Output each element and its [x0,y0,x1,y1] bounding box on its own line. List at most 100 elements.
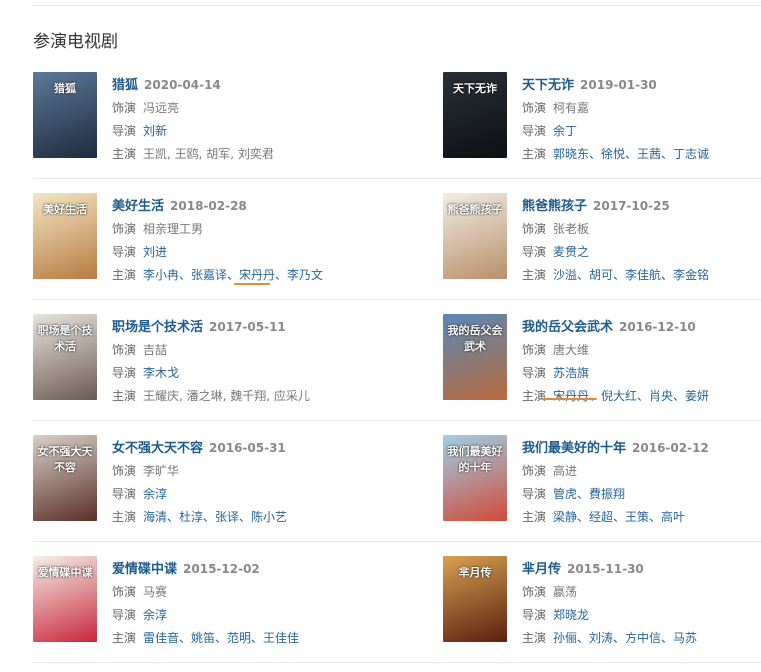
role-value: 唐大维 [553,343,590,357]
drama-poster[interactable]: 我的岳父会武术 [443,314,507,400]
drama-poster[interactable]: 爱情碟中谍 [33,556,97,642]
cast-links[interactable]: 雷佳音、姚笛、范明、王佳佳 [143,631,300,645]
director-link[interactable]: 余淳 [143,487,168,501]
cast-links[interactable]: 宋丹丹、倪大红、肖央、姜妍 [553,389,710,403]
drama-poster[interactable]: 职场是个技术活 [33,314,97,400]
drama-item: 美好生活 美好生活 2018-02-28 饰演 相亲理工男 导演 刘进 主演 李小冉、张… [33,193,363,293]
director-link[interactable]: 余淳 [143,608,168,622]
role-value: 吉喆 [143,343,168,357]
cast-label: 主演 [112,389,137,403]
role-value: 马赛 [143,585,168,599]
cast-label: 主演 [522,631,547,645]
director-label: 导演 [522,245,547,259]
director-link[interactable]: 余丁 [553,124,578,138]
drama-item: 我的岳父会武术 我的岳父会武术 2016-12-10 饰演 唐大维 导演 苏浩旗 主演… [443,314,761,414]
cast-label: 主演 [112,268,137,282]
cast-links[interactable]: 海清、杜淳、张译、陈小艺 [143,510,288,524]
drama-title-link[interactable]: 女不强大天不容 [112,441,204,456]
drama-poster[interactable]: 女不强大天不容 [33,435,97,521]
cast-label: 主演 [522,268,547,282]
section-title: 参演电视剧 [33,32,118,52]
poster-title: 天下无诈 [453,82,497,95]
director-label: 导演 [112,124,137,138]
role-label: 饰演 [522,343,547,357]
drama-poster[interactable]: 猎狐 [33,72,97,158]
role-value: 李旷华 [143,464,180,478]
director-link[interactable]: 苏浩旗 [553,366,590,380]
director-label: 导演 [522,366,547,380]
poster-title: 我们最美好的十年 [447,445,503,474]
drama-date: 2015-11-30 [567,562,644,576]
row-divider [33,541,761,542]
director-label: 导演 [112,487,137,501]
director-label: 导演 [522,487,547,501]
poster-title: 芈月传 [458,566,492,579]
role-label: 饰演 [112,464,137,478]
drama-item: 天下无诈 天下无诈 2019-01-30 饰演 柯有嘉 导演 余丁 主演 郭晓东、徐悦、… [443,72,761,172]
drama-title-link[interactable]: 我们最美好的十年 [522,441,627,456]
drama-title-link[interactable]: 我的岳父会武术 [522,320,614,335]
drama-poster[interactable]: 美好生活 [33,193,97,279]
role-label: 饰演 [112,585,137,599]
role-label: 饰演 [522,464,547,478]
drama-item: 猎狐 猎狐 2020-04-14 饰演 冯远亮 导演 刘新 主演 王凯, 王鸥, 胡军,… [33,72,363,172]
poster-title: 职场是个技术活 [37,324,93,353]
poster-title: 猎狐 [54,82,76,95]
cast-label: 主演 [112,510,137,524]
director-link[interactable]: 管虎、費振翔 [553,487,626,501]
drama-poster[interactable]: 我们最美好的十年 [443,435,507,521]
cast-links[interactable]: 沙溢、胡可、李佳航、李金铭 [553,268,710,282]
role-label: 饰演 [522,101,547,115]
highlight-underline-annotation [234,283,270,285]
drama-title-link[interactable]: 天下无诈 [522,78,575,93]
drama-date: 2016-05-31 [209,441,286,455]
row-divider [33,662,761,663]
poster-title: 熊爸熊孩子 [447,203,503,216]
poster-title: 爱情碟中谍 [37,566,93,579]
role-value: 相亲理工男 [143,222,204,236]
director-label: 导演 [112,366,137,380]
cast-links: 王耀庆, 潘之琳, 魏千翔, 应采儿 [143,389,310,403]
row-divider [33,420,761,421]
director-label: 导演 [112,245,137,259]
drama-poster[interactable]: 熊爸熊孩子 [443,193,507,279]
poster-title: 女不强大天不容 [37,445,93,474]
cast-links[interactable]: 李小冉、张嘉译、宋丹丹、李乃文 [143,268,324,282]
director-link[interactable]: 郑晓龙 [553,608,590,622]
top-divider [33,5,761,6]
cast-label: 主演 [522,147,547,161]
director-label: 导演 [112,608,137,622]
drama-poster[interactable]: 天下无诈 [443,72,507,158]
role-label: 饰演 [522,222,547,236]
role-value: 张老板 [553,222,590,236]
cast-links[interactable]: 郭晓东、徐悦、王茜、丁志诚 [553,147,710,161]
director-label: 导演 [522,124,547,138]
drama-item: 女不强大天不容 女不强大天不容 2016-05-31 饰演 李旷华 导演 余淳 主演海… [33,435,363,535]
role-value: 冯远亮 [143,101,180,115]
drama-poster[interactable]: 芈月传 [443,556,507,642]
poster-title: 我的岳父会武术 [447,324,503,353]
highlight-underline-annotation [541,398,597,400]
row-divider [33,299,761,300]
drama-item: 爱情碟中谍 爱情碟中谍 2015-12-02 饰演 马赛 导演 余淳 主演 雷佳音、姚笛… [33,556,363,656]
director-link[interactable]: 麦贯之 [553,245,590,259]
drama-item: 我们最美好的十年 我们最美好的十年 2016-02-12 饰演 高进 导演 管虎、費振… [443,435,761,535]
drama-date: 2016-12-10 [619,320,696,334]
drama-title-link[interactable]: 熊爸熊孩子 [522,199,588,214]
drama-title-link[interactable]: 职场是个技术活 [112,320,204,335]
cast-links[interactable]: 孙俪、刘涛、方中信、马苏 [553,631,698,645]
drama-title-link[interactable]: 爱情碟中谍 [112,562,178,577]
cast-label: 主演 [522,510,547,524]
role-value: 柯有嘉 [553,101,590,115]
role-value: 高进 [553,464,578,478]
director-link[interactable]: 刘进 [143,245,168,259]
director-link[interactable]: 刘新 [143,124,168,138]
drama-title-link[interactable]: 美好生活 [112,199,165,214]
drama-date: 2020-04-14 [144,78,221,92]
drama-date: 2016-02-12 [632,441,709,455]
director-link[interactable]: 李木戈 [143,366,180,380]
drama-title-link[interactable]: 猎狐 [112,78,139,93]
drama-title-link[interactable]: 芈月传 [522,562,562,577]
drama-date: 2018-02-28 [170,199,247,213]
cast-links[interactable]: 梁静、经超、王策、高叶 [553,510,686,524]
